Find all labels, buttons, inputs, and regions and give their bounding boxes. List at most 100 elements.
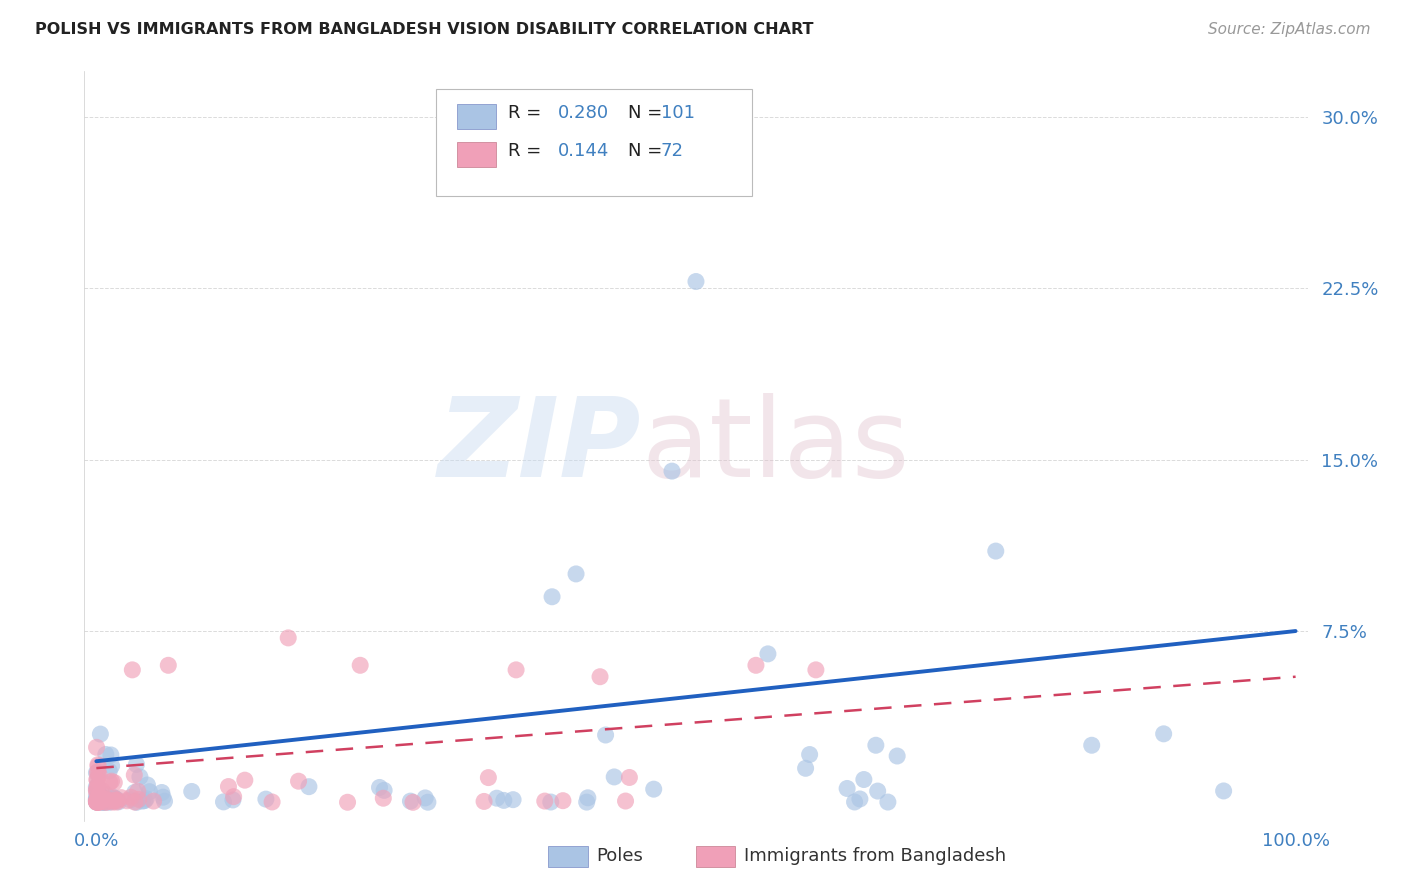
Point: [87, 792, 110, 806]
Point: [86, 794, 108, 808]
Point: [794, 761, 817, 775]
Point: [98, 793, 121, 807]
Point: [368, 780, 391, 795]
Point: [87, 789, 110, 804]
Text: R =: R =: [508, 142, 547, 160]
Point: [86, 772, 108, 787]
Point: [110, 790, 132, 805]
Point: [287, 774, 309, 789]
Point: [233, 773, 256, 788]
Point: [349, 658, 371, 673]
Point: [100, 747, 122, 762]
Point: [86, 783, 108, 797]
Point: [614, 794, 637, 808]
Point: [373, 791, 395, 805]
Text: N =: N =: [628, 104, 668, 122]
Point: [115, 794, 138, 808]
Point: [129, 770, 152, 784]
Point: [86, 794, 108, 808]
Point: [87, 764, 110, 779]
Point: [98, 775, 121, 789]
Point: [502, 792, 524, 806]
Text: 0.280: 0.280: [558, 104, 609, 122]
Point: [86, 765, 108, 780]
Point: [98, 764, 121, 778]
Point: [93, 795, 115, 809]
Point: [93, 794, 115, 808]
Point: [87, 791, 110, 805]
Point: [86, 795, 108, 809]
Text: 72: 72: [661, 142, 683, 160]
Point: [136, 778, 159, 792]
Point: [540, 795, 562, 809]
Point: [86, 795, 108, 809]
Point: [86, 780, 108, 794]
Point: [103, 775, 125, 789]
Point: [124, 768, 146, 782]
Point: [153, 794, 176, 808]
Point: [373, 783, 395, 797]
Point: [86, 795, 108, 809]
Point: [86, 794, 108, 808]
Point: [86, 785, 108, 799]
Point: [799, 747, 821, 762]
Point: [87, 796, 110, 810]
Point: [86, 791, 108, 805]
Point: [105, 794, 128, 808]
Point: [91, 783, 114, 797]
Point: [100, 774, 122, 789]
Point: [575, 795, 598, 809]
Text: 101: 101: [661, 104, 695, 122]
Point: [100, 792, 122, 806]
Point: [86, 791, 108, 805]
Point: [105, 793, 128, 807]
Point: [212, 795, 235, 809]
Point: [86, 796, 108, 810]
Point: [93, 795, 115, 809]
Point: [533, 794, 555, 808]
Text: 0.144: 0.144: [558, 142, 610, 160]
Point: [603, 770, 626, 784]
Point: [134, 794, 156, 808]
Point: [804, 663, 827, 677]
Point: [127, 784, 149, 798]
Point: [589, 670, 612, 684]
Point: [336, 795, 359, 809]
Point: [180, 784, 202, 798]
Point: [105, 795, 128, 809]
Point: [89, 795, 111, 809]
Point: [661, 464, 683, 478]
Text: atlas: atlas: [641, 392, 910, 500]
Point: [86, 783, 108, 797]
Point: [402, 795, 425, 809]
Point: [849, 792, 872, 806]
Text: POLISH VS IMMIGRANTS FROM BANGLADESH VISION DISABILITY CORRELATION CHART: POLISH VS IMMIGRANTS FROM BANGLADESH VIS…: [35, 22, 814, 37]
Point: [91, 795, 114, 809]
Point: [89, 793, 111, 807]
Point: [87, 791, 110, 805]
Point: [90, 794, 112, 808]
Point: [866, 784, 889, 798]
Point: [94, 788, 117, 802]
Point: [1080, 738, 1102, 752]
Text: Immigrants from Bangladesh: Immigrants from Bangladesh: [744, 847, 1005, 865]
Text: Source: ZipAtlas.com: Source: ZipAtlas.com: [1208, 22, 1371, 37]
Point: [93, 791, 115, 805]
Point: [277, 631, 299, 645]
Point: [984, 544, 1007, 558]
Point: [1212, 784, 1234, 798]
Point: [685, 275, 707, 289]
Point: [138, 785, 160, 799]
Point: [101, 794, 124, 808]
Point: [86, 740, 108, 755]
Point: [756, 647, 779, 661]
Point: [101, 790, 124, 805]
Point: [1153, 727, 1175, 741]
Point: [89, 792, 111, 806]
Point: [485, 791, 508, 805]
Point: [86, 795, 108, 809]
Point: [87, 785, 110, 799]
Point: [124, 795, 146, 809]
Point: [90, 795, 112, 809]
Point: [86, 795, 108, 809]
